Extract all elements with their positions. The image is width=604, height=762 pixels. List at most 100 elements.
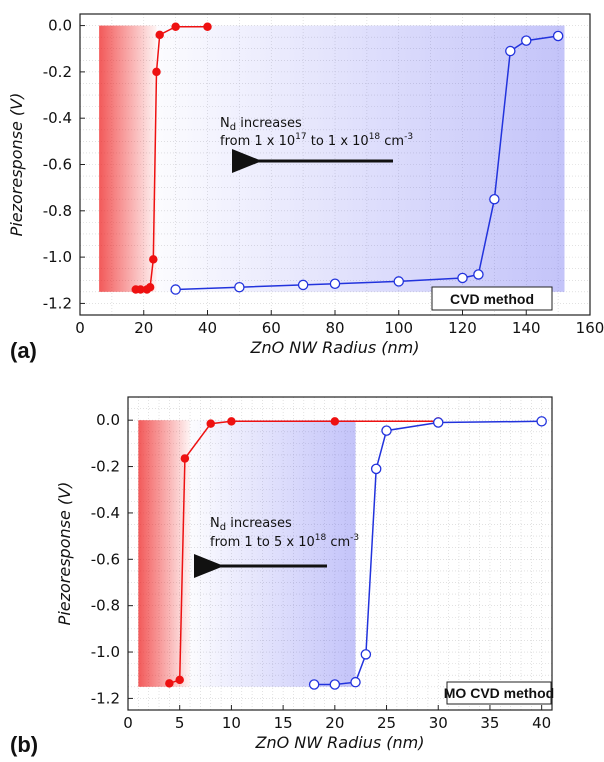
annotation-increases: increases — [226, 516, 292, 531]
method-box-frame — [431, 286, 553, 311]
blue-shaded-region — [156, 25, 565, 292]
annotation-subscript: d — [220, 522, 226, 533]
x-tick-label: 160 — [576, 319, 604, 337]
y-tick-label: -1.2 — [91, 689, 120, 707]
x-tick-label: 35 — [480, 714, 499, 732]
x-axis-label: ZnO NW Radius (nm) — [255, 733, 425, 752]
annotation-from: from 1 x 10 — [220, 134, 295, 149]
x-tick-labels: 0 5 10 15 20 25 30 35 40 — [123, 705, 551, 732]
annotation-unit-exp: -3 — [404, 132, 413, 142]
svg-text:from 1 x 1017 to 1 x 1018 cm-3: from 1 x 1017 to 1 x 1018 cm-3 — [220, 132, 413, 149]
annotation-exp: 18 — [315, 533, 327, 543]
y-tick-labels: 0.0 -0.2 -0.4 -0.6 -0.8 -1.0 -1.2 — [91, 411, 133, 707]
annotation-n: N — [210, 516, 220, 531]
method-box: MO CVD method — [444, 681, 554, 705]
data-point — [489, 193, 500, 205]
blue-shaded-region — [190, 420, 356, 687]
chart-panel-a: 0 20 40 60 80 100 120 140 160 0.0 -0.2 -0.4 -0.6 -0.… — [7, 13, 604, 363]
annotation-exp-to: 18 — [369, 132, 381, 142]
data-point — [180, 454, 190, 463]
svg-text:from 1 to 5 x 1018 cm-3: from 1 to 5 x 1018 cm-3 — [210, 533, 359, 550]
x-tick-label: 5 — [175, 714, 185, 732]
annotation-unit: cm — [326, 535, 350, 550]
data-point — [165, 679, 174, 688]
y-tick-label: -0.4 — [91, 504, 120, 522]
data-point — [381, 425, 392, 436]
data-point — [393, 276, 404, 287]
y-tick-label: 0.0 — [48, 17, 72, 35]
method-label: MO CVD method — [444, 685, 554, 701]
x-tick-label: 40 — [532, 714, 551, 732]
x-tick-label: 80 — [325, 319, 344, 337]
data-point — [457, 272, 468, 284]
x-tick-label: 20 — [134, 319, 153, 337]
x-axis-label: ZnO NW Radius (nm) — [250, 338, 420, 357]
x-tick-label: 0 — [123, 714, 133, 732]
x-tick-label: 20 — [325, 714, 344, 732]
series-group — [131, 22, 564, 295]
red-shaded-region — [99, 25, 157, 292]
svg-text:Nd increases: Nd increases — [210, 516, 292, 533]
y-tick-label: -1.2 — [43, 294, 72, 312]
x-tick-label: 60 — [262, 319, 281, 337]
method-label: CVD method — [450, 291, 534, 307]
y-tick-label: -0.8 — [43, 202, 72, 220]
data-point — [171, 22, 180, 31]
annotation-from: from 1 to 5 x 10 — [210, 535, 315, 550]
annotation-increases: increases — [236, 116, 302, 131]
data-point — [552, 30, 564, 42]
data-point — [350, 676, 361, 688]
data-point — [521, 35, 532, 46]
x-tick-label: 10 — [222, 714, 241, 732]
data-point — [206, 419, 215, 428]
data-point — [329, 278, 341, 289]
method-box-frame — [446, 681, 552, 705]
data-point — [234, 281, 245, 293]
doping-annotation: Nd increases from 1 x 1017 to 1 x 1018 c… — [220, 116, 413, 173]
x-tick-label: 15 — [274, 714, 293, 732]
y-tick-label: -0.8 — [91, 597, 120, 615]
chart-panel-b: 0 5 10 15 20 25 30 35 40 0.0 -0.2 -0.4 -0.6 -0.8 -1.0… — [10, 396, 554, 757]
method-box: CVD method — [431, 286, 553, 311]
annotation-to: to 1 x 10 — [307, 134, 369, 149]
data-point — [152, 67, 161, 77]
x-tick-labels: 0 20 40 60 80 100 120 140 160 — [75, 310, 604, 337]
y-tick-labels: 0.0 -0.2 -0.4 -0.6 -0.8 -1.0 -1.2 — [43, 17, 85, 312]
x-tick-label: 140 — [512, 319, 541, 337]
y-tick-label: -1.0 — [91, 643, 120, 661]
annotation-exp-from: 17 — [295, 132, 306, 142]
data-point — [155, 30, 164, 40]
y-axis-label: Piezoresponse (V) — [55, 482, 74, 626]
data-point — [329, 679, 341, 690]
x-tick-label: 40 — [198, 319, 217, 337]
annotation-unit-exp: -3 — [350, 533, 359, 543]
panel-label: (a) — [10, 338, 37, 363]
panel-label: (b) — [10, 732, 38, 757]
plot-frame — [127, 396, 553, 711]
data-point — [175, 675, 184, 685]
y-tick-label: -1.0 — [43, 248, 72, 266]
data-point — [473, 269, 484, 280]
data-point — [308, 679, 320, 690]
annotation-n: N — [220, 116, 230, 131]
data-point — [203, 22, 212, 31]
x-tick-label: 25 — [377, 714, 396, 732]
doping-annotation: Nd increases from 1 to 5 x 1018 cm-3 — [194, 516, 359, 578]
x-tick-label: 100 — [384, 319, 413, 337]
data-point — [227, 417, 236, 426]
y-tick-label: -0.6 — [43, 156, 72, 174]
data-point — [505, 45, 516, 57]
y-axis-label: Piezoresponse (V) — [7, 93, 26, 237]
x-tick-label: 120 — [448, 319, 477, 337]
data-point — [330, 417, 340, 426]
y-tick-label: -0.6 — [91, 550, 120, 568]
data-point — [360, 649, 372, 660]
y-tick-label: -0.4 — [43, 109, 72, 127]
data-point — [149, 255, 158, 264]
red-shaded-region — [138, 420, 191, 687]
data-point — [297, 279, 309, 291]
annotation-unit: cm — [380, 134, 404, 149]
data-point — [536, 416, 547, 427]
y-tick-label: 0.0 — [96, 411, 120, 429]
